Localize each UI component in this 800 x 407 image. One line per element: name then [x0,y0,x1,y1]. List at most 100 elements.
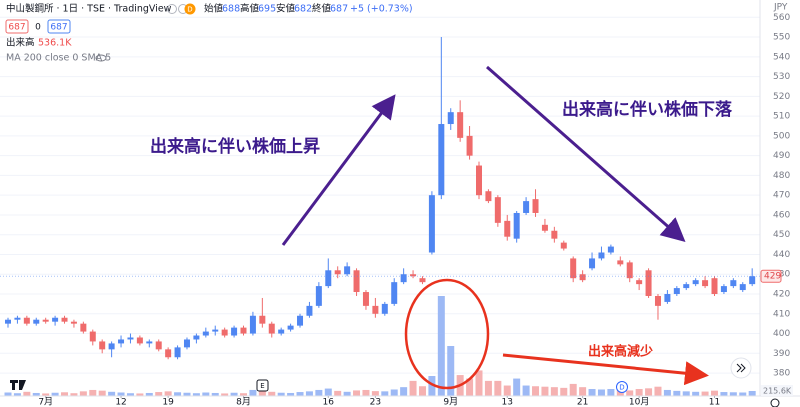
volume-bar [654,386,662,396]
y-tick-label: 490 [773,151,790,161]
change-value: +5 (+0.73%) [350,4,413,15]
candle-body [297,315,304,326]
close-value: 687 [330,4,348,15]
volume-bar [720,392,728,396]
volume-bar [541,386,549,396]
candle-body [381,303,388,314]
ask-box[interactable] [47,19,71,34]
scroll-icon [736,363,746,373]
candle-body [108,343,115,350]
low-value: 682 [294,4,312,15]
x-tick-label: 19 [162,398,174,407]
volume-bar [381,391,389,396]
candle-body [174,347,181,358]
candle-body [80,323,87,332]
volume-bar [164,391,172,396]
volume-bar [155,392,163,396]
logo [10,380,26,390]
candle-body [362,292,369,306]
settings-icon[interactable] [770,398,780,407]
volume-bar [560,387,568,396]
volume-bar [466,378,474,396]
volume-bar [494,380,502,396]
candle-body [325,270,332,287]
y-tick-label: 520 [773,92,790,102]
candle-body [61,317,68,322]
spread: 0 [35,23,41,33]
y-tick-label: 540 [773,52,790,62]
candle-body [683,284,690,289]
eye-icon[interactable] [95,54,107,62]
y-tick-label: 560 [773,13,790,23]
volume-bar [428,376,436,396]
candle-body [428,195,435,253]
volume-bar [117,392,125,396]
volume-bar [626,390,634,396]
y-tick-label: 550 [773,33,790,43]
volume-bar [230,392,238,396]
volume-bar [597,389,605,396]
candle-body [14,317,21,320]
volume-bar [701,391,709,396]
candle-body [419,278,426,283]
candle-body [42,319,49,322]
candle-body [146,341,153,344]
candle-body [551,230,558,239]
candle-body [447,112,454,125]
volume-bar [287,392,295,396]
y-tick-label: 450 [773,230,790,240]
volume-bar [673,390,681,396]
volume-bar [192,393,200,396]
open-label: 始値 [204,3,224,15]
earnings-marker[interactable] [256,379,269,392]
volume-bar [89,389,97,396]
candle-body [231,327,238,336]
candle-body [532,199,539,213]
candle-body [626,262,633,279]
x-tick-label: 16 [323,398,335,407]
candle-body [730,280,737,287]
y-tick-label: 410 [773,309,790,319]
volume-bar [61,392,69,396]
x-tick-label: 9月 [443,397,458,407]
high-label: 高値 [240,3,260,15]
candle-body [372,305,379,314]
volume-bar [79,391,87,396]
candle-body [89,331,96,342]
volume-bar [98,390,106,396]
candle-body [353,270,360,293]
volume-bar [221,393,229,396]
candle-body [541,224,548,231]
volume-bar [569,383,577,396]
candle-body [654,295,661,306]
candle-body [466,135,473,156]
y-tick-label: 400 [773,329,790,339]
volume-bar [607,389,615,396]
volume-bar [13,393,21,396]
candle-body [504,220,511,237]
candle-body [249,315,256,334]
annotation: 出来高に伴い株価下落 [562,99,733,120]
volume-bar [249,389,257,396]
icon [167,4,177,14]
candle-body [5,319,11,324]
annotation: 出来高に伴い株価上昇 [150,136,320,157]
candle-body [673,288,680,295]
candle-body [165,349,172,358]
candle-body [278,329,285,334]
volume-bar [663,389,671,396]
x-tick-label: 8月 [236,397,251,407]
volume-bar [645,388,653,396]
candle-body [607,246,614,253]
volume-bar [371,391,379,396]
volume-bar [277,392,285,396]
bid-box[interactable] [5,19,29,34]
dividend-marker[interactable] [616,381,628,393]
volume-bar [484,380,492,396]
candle-body [70,321,77,324]
volume-bar [183,392,191,396]
y-tick-label: 390 [773,349,790,359]
badge-text: D [187,6,192,14]
dividend-marker-text: D [619,384,624,392]
volume-bar [400,387,408,396]
